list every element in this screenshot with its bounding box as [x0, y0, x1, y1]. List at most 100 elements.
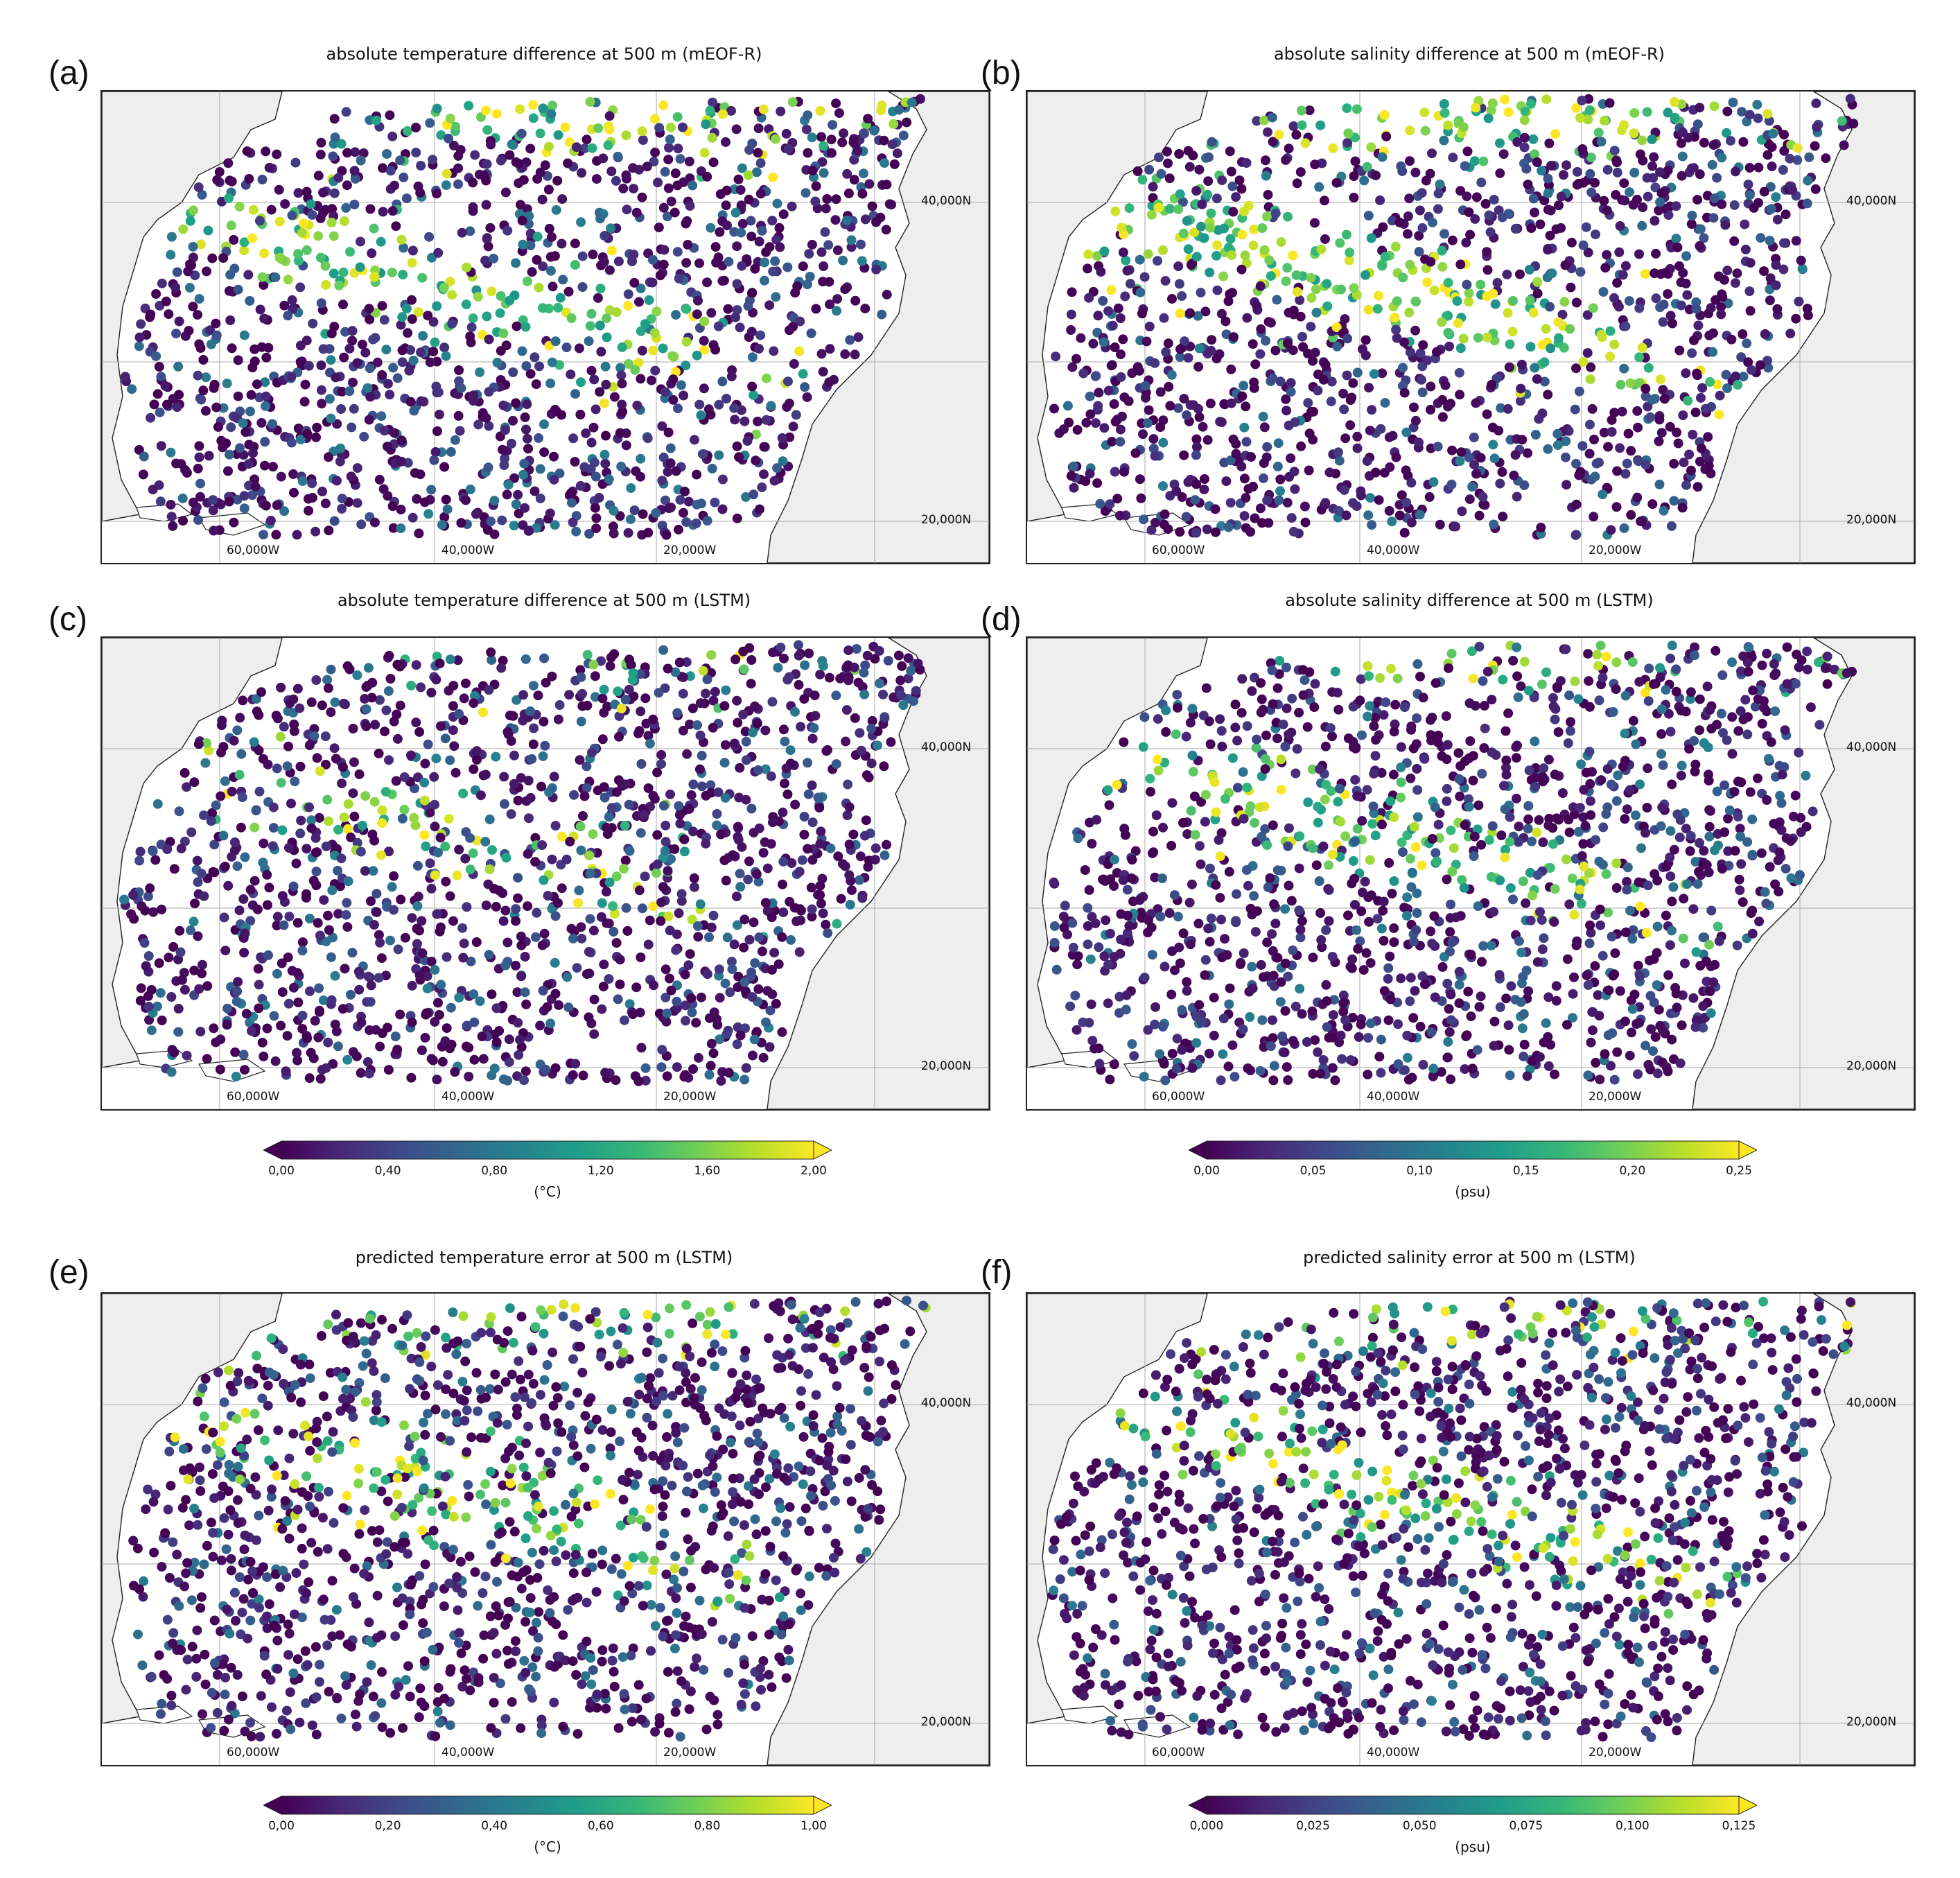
- data-point: [1546, 161, 1556, 171]
- data-point: [1163, 524, 1173, 534]
- data-point: [185, 259, 195, 270]
- data-point: [1590, 471, 1600, 482]
- data-point: [825, 299, 835, 310]
- data-point: [1141, 392, 1150, 403]
- data-point: [1723, 298, 1733, 308]
- data-point: [1146, 525, 1157, 535]
- data-point: [807, 733, 818, 744]
- data-point: [307, 478, 317, 489]
- data-point: [1559, 170, 1568, 180]
- data-point: [1743, 357, 1753, 367]
- data-point: [324, 816, 333, 826]
- data-point: [453, 150, 464, 161]
- data-point: [1362, 456, 1372, 467]
- data-point: [200, 758, 211, 768]
- data-point: [588, 250, 598, 259]
- data-point: [247, 1026, 256, 1036]
- data-point: [1708, 347, 1718, 357]
- data-point: [387, 268, 397, 278]
- data-point: [586, 308, 597, 319]
- data-point: [475, 367, 485, 377]
- data-point: [426, 957, 437, 966]
- data-point: [491, 1037, 502, 1047]
- data-point: [656, 897, 667, 907]
- data-point: [202, 1054, 212, 1064]
- data-point: [349, 757, 359, 767]
- data-point: [840, 284, 850, 295]
- data-point: [835, 673, 846, 684]
- data-point: [1460, 1064, 1470, 1075]
- data-point: [730, 654, 741, 665]
- data-point: [240, 427, 251, 437]
- lon-label: 20,000W: [663, 1090, 717, 1104]
- data-point: [194, 294, 204, 304]
- data-point: [279, 920, 289, 930]
- data-point: [882, 840, 891, 850]
- data-point: [232, 861, 243, 871]
- data-point: [767, 912, 777, 923]
- data-point: [634, 297, 644, 307]
- data-point: [139, 451, 149, 462]
- data-point: [445, 1043, 455, 1054]
- data-point: [877, 101, 887, 111]
- data-point: [746, 327, 757, 337]
- data-point: [523, 776, 534, 785]
- data-point: [629, 184, 639, 194]
- data-point: [396, 894, 406, 905]
- data-point: [439, 462, 450, 472]
- data-point: [483, 241, 493, 252]
- data-point: [1341, 510, 1351, 521]
- data-point: [656, 1062, 667, 1072]
- data-point: [1443, 401, 1453, 412]
- data-point: [1797, 263, 1808, 274]
- data-point: [1136, 493, 1146, 503]
- data-point: [532, 232, 543, 242]
- data-point: [802, 279, 812, 290]
- data-point: [241, 1009, 252, 1019]
- data-point: [1586, 1037, 1596, 1047]
- data-point: [406, 750, 416, 760]
- data-point: [407, 913, 417, 923]
- data-point: [732, 920, 742, 930]
- data-point: [497, 515, 507, 525]
- data-point: [1193, 311, 1203, 321]
- data-point: [447, 290, 457, 300]
- data-point: [231, 996, 242, 1007]
- data-point: [1545, 862, 1555, 873]
- data-point: [329, 114, 340, 124]
- data-point: [500, 453, 510, 464]
- data-point: [1677, 503, 1688, 513]
- data-point: [860, 304, 870, 314]
- data-point: [1633, 422, 1643, 433]
- data-point: [1191, 434, 1202, 444]
- data-point: [889, 159, 900, 169]
- data-point: [843, 189, 854, 198]
- data-point: [569, 790, 579, 800]
- data-point: [859, 831, 870, 841]
- data-point: [1704, 460, 1714, 471]
- data-point: [445, 113, 455, 123]
- data-point: [807, 132, 817, 143]
- data-point: [1458, 333, 1469, 344]
- data-point: [1464, 794, 1473, 804]
- data-point: [423, 739, 433, 749]
- data-point: [1212, 285, 1223, 295]
- data-point: [1682, 290, 1692, 300]
- data-point: [584, 336, 594, 347]
- data-point: [778, 856, 789, 867]
- data-point: [222, 1003, 233, 1014]
- data-point: [524, 813, 534, 824]
- data-point: [768, 266, 778, 277]
- data-point: [205, 325, 216, 336]
- data-point: [277, 825, 288, 835]
- data-point: [1227, 181, 1238, 191]
- data-point: [385, 935, 395, 946]
- data-point: [539, 716, 549, 727]
- data-point: [1392, 296, 1402, 306]
- data-point: [376, 850, 386, 860]
- data-point: [279, 506, 290, 516]
- data-point: [1401, 465, 1411, 476]
- data-point: [1362, 162, 1372, 172]
- data-point: [1744, 190, 1755, 200]
- data-point: [408, 245, 418, 256]
